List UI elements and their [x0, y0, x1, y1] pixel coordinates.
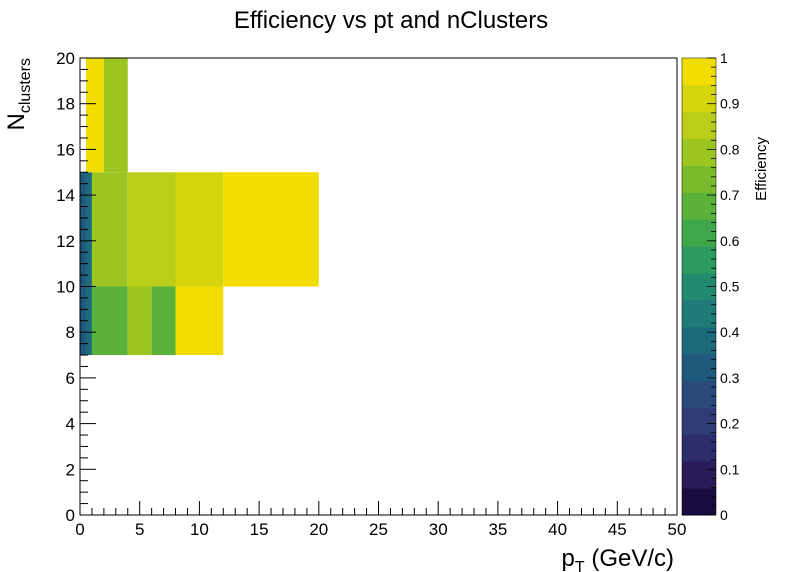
color-scale-swatch-13: [682, 138, 716, 167]
x-axis-label-rest: (GeV/c): [585, 545, 674, 572]
heatmap-cell-11: [223, 172, 319, 287]
color-scale-swatch-3: [682, 407, 716, 435]
y-axis-label-sub: clusters: [17, 58, 34, 113]
color-scale-swatch-5: [682, 353, 716, 382]
x-axis-label: pT (GeV/c): [562, 545, 674, 572]
x-tick-label: 0: [75, 520, 84, 539]
color-scale-swatch-1: [682, 461, 716, 489]
color-scale-swatch-12: [682, 165, 716, 193]
color-scale-swatch-14: [682, 111, 716, 140]
color-scale-swatch-11: [682, 192, 716, 220]
color-scale-tick-label: 0.2: [720, 416, 740, 432]
y-tick-label: 12: [56, 232, 75, 251]
color-scale-bar: [682, 58, 716, 516]
color-scale-tick-labels: 0 0.1 0.2 0.3 0.4 0.5 0.6 0.7 0.8 0.9 1: [720, 50, 740, 523]
x-axis-label-sub: T: [575, 559, 585, 572]
color-scale-swatch-15: [682, 84, 716, 113]
color-scale-swatch-16: [682, 58, 716, 86]
color-scale-swatch-0: [682, 488, 716, 516]
color-scale-tick-label: 0: [720, 507, 728, 523]
x-tick-label: 30: [429, 520, 448, 539]
color-scale-tick-label: 0.6: [720, 233, 740, 249]
y-tick-label: 18: [56, 95, 75, 114]
color-scale-swatch-6: [682, 326, 716, 355]
y-axis-ticks: [80, 57, 96, 516]
y-tick-label: 10: [56, 278, 75, 297]
x-axis-label-main: p: [562, 545, 575, 572]
x-tick-label: 40: [548, 520, 567, 539]
x-tick-label: 45: [608, 520, 627, 539]
color-scale-ticks: [707, 57, 716, 516]
y-tick-label: 20: [56, 49, 75, 68]
heatmap-cell-3: [127, 286, 152, 356]
y-tick-label: 14: [56, 186, 75, 205]
heatmap-cell-1: [85, 286, 92, 356]
heatmap-cell-4: [151, 286, 176, 356]
color-scale-swatch-9: [682, 246, 716, 274]
color-scale-tick-label: 0.9: [720, 96, 740, 112]
color-scale-tick-label: 0.5: [720, 279, 740, 295]
color-scale-tick-label: 0.8: [720, 141, 740, 157]
color-scale-tick-label: 0.3: [720, 370, 740, 386]
heatmap-cell-7: [85, 172, 92, 287]
color-scale-tick-label: 0.4: [720, 324, 740, 340]
y-tick-label: 6: [66, 369, 75, 388]
heatmap-cell-10: [175, 172, 224, 287]
x-tick-label: 35: [488, 520, 507, 539]
color-scale-swatch-2: [682, 434, 716, 462]
heatmap-cell-2: [91, 286, 128, 356]
x-axis-ticks: [79, 501, 678, 515]
y-tick-label: 16: [56, 140, 75, 159]
x-tick-label: 20: [309, 520, 328, 539]
y-axis-tick-labels: 0 2 4 6 8 10 12 14 16 18 20: [56, 49, 75, 525]
x-tick-label: 10: [190, 520, 209, 539]
heatmap-cell-5: [175, 286, 224, 356]
y-tick-label: 4: [66, 415, 75, 434]
color-scale-tick-label: 1: [720, 50, 728, 66]
x-tick-label: 50: [668, 520, 687, 539]
heatmap-cell-8: [91, 172, 128, 287]
x-tick-label: 15: [250, 520, 269, 539]
x-tick-label: 25: [369, 520, 388, 539]
y-axis-label-main: N: [3, 113, 30, 130]
chart-title: Efficiency vs pt and nClusters: [234, 7, 548, 34]
y-tick-label: 8: [66, 323, 75, 342]
color-scale-swatch-7: [682, 299, 716, 328]
color-scale-tick-label: 0.7: [720, 187, 740, 203]
heatmap-cell-9: [127, 172, 176, 287]
color-scale-swatch-10: [682, 219, 716, 247]
heatmap-cell-13: [103, 58, 128, 173]
y-axis-label: Nclusters: [3, 58, 34, 130]
heatmap-cells: [80, 58, 319, 356]
color-scale-swatch-4: [682, 380, 716, 408]
heatmap-cell-12: [85, 58, 104, 173]
color-scale-tick-label: 0.1: [720, 461, 740, 477]
y-tick-label: 0: [66, 506, 75, 525]
x-tick-label: 5: [135, 520, 144, 539]
x-axis-tick-labels: 0 5 10 15 20 25 30 35 40 45 50: [75, 520, 686, 539]
color-scale-label: Efficiency: [753, 137, 770, 201]
y-tick-label: 2: [66, 460, 75, 479]
